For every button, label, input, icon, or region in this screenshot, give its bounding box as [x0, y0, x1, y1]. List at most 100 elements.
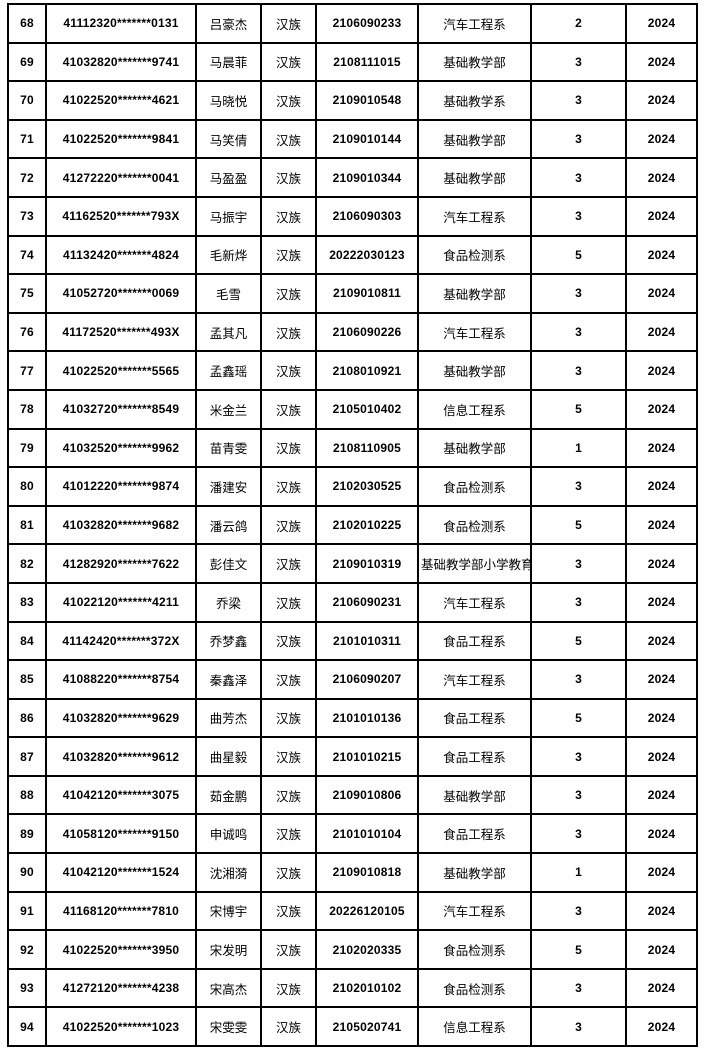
cell-count: 3 — [530, 195, 627, 237]
cell-department: 基础教学部 — [417, 852, 532, 893]
cell-id-number: 41032820*******9612 — [45, 736, 197, 777]
cell-department: 基础教学部 — [417, 774, 532, 816]
cell-department: 食品检测系 — [417, 234, 532, 276]
cell-count: 5 — [530, 504, 627, 546]
table-row: 82 41282920*******7622 彭佳文 汉族 2109010319… — [7, 543, 698, 584]
cell-id-number: 41022120*******4211 — [45, 581, 197, 623]
table-row: 87 41032820*******9612 曲星毅 汉族 2101010215… — [7, 736, 698, 777]
cell-row-number: 78 — [7, 388, 47, 430]
cell-student-id: 2101010104 — [315, 813, 419, 855]
cell-id-number: 41088220*******8754 — [45, 659, 197, 700]
cell-id-number: 41172520*******493X — [45, 311, 197, 353]
cell-row-number: 73 — [7, 195, 47, 237]
cell-row-number: 80 — [7, 466, 47, 507]
cell-year: 2024 — [625, 504, 698, 546]
cell-department: 食品工程系 — [417, 813, 532, 855]
cell-count: 3 — [530, 659, 627, 700]
cell-year: 2024 — [625, 890, 698, 932]
cell-student-name: 毛新烨 — [195, 234, 262, 276]
table-row: 72 41272220*******0041 马盈盈 汉族 2109010344… — [7, 157, 698, 198]
cell-year: 2024 — [625, 427, 698, 469]
cell-count: 3 — [530, 273, 627, 314]
cell-year: 2024 — [625, 659, 698, 700]
cell-count: 5 — [530, 929, 627, 970]
table-row: 76 41172520*******493X 孟其凡 汉族 2106090226… — [7, 311, 698, 353]
cell-id-number: 41058120*******9150 — [45, 813, 197, 855]
cell-ethnicity: 汉族 — [260, 504, 317, 546]
cell-ethnicity: 汉族 — [260, 697, 317, 739]
cell-row-number: 82 — [7, 543, 47, 584]
cell-year: 2024 — [625, 3, 698, 44]
cell-year: 2024 — [625, 41, 698, 83]
cell-id-number: 41022520*******4621 — [45, 80, 197, 121]
cell-student-name: 马振宇 — [195, 195, 262, 237]
cell-department: 食品检测系 — [417, 466, 532, 507]
cell-student-name: 吕豪杰 — [195, 3, 262, 44]
cell-row-number: 74 — [7, 234, 47, 276]
table-row: 74 41132420*******4824 毛新烨 汉族 2022203012… — [7, 234, 698, 276]
cell-student-id: 2106090207 — [315, 659, 419, 700]
cell-student-name: 乔梁 — [195, 581, 262, 623]
cell-count: 3 — [530, 1006, 627, 1048]
cell-student-id: 2106090303 — [315, 195, 419, 237]
cell-student-id: 2106090233 — [315, 3, 419, 44]
table-row: 90 41042120*******1524 沈湘漪 汉族 2109010818… — [7, 852, 698, 893]
cell-year: 2024 — [625, 1006, 698, 1048]
table-row: 69 41032820*******9741 马晨菲 汉族 2108111015… — [7, 41, 698, 83]
cell-id-number: 41142420*******372X — [45, 620, 197, 662]
cell-count: 3 — [530, 118, 627, 160]
cell-count: 5 — [530, 388, 627, 430]
cell-student-name: 苗青雯 — [195, 427, 262, 469]
cell-student-name: 宋高杰 — [195, 967, 262, 1009]
cell-student-name: 茹金鹏 — [195, 774, 262, 816]
cell-year: 2024 — [625, 273, 698, 314]
cell-row-number: 72 — [7, 157, 47, 198]
cell-id-number: 41032820*******9682 — [45, 504, 197, 546]
cell-year: 2024 — [625, 388, 698, 430]
cell-row-number: 87 — [7, 736, 47, 777]
table-row: 77 41022520*******5565 孟鑫瑶 汉族 2108010921… — [7, 350, 698, 391]
table-row: 89 41058120*******9150 申诚鸣 汉族 2101010104… — [7, 813, 698, 855]
cell-row-number: 77 — [7, 350, 47, 391]
cell-student-name: 宋雯雯 — [195, 1006, 262, 1048]
cell-year: 2024 — [625, 581, 698, 623]
cell-ethnicity: 汉族 — [260, 195, 317, 237]
cell-ethnicity: 汉族 — [260, 890, 317, 932]
cell-student-id: 2109010344 — [315, 157, 419, 198]
cell-count: 3 — [530, 813, 627, 855]
cell-count: 3 — [530, 80, 627, 121]
cell-student-id: 2102030525 — [315, 466, 419, 507]
cell-department: 信息工程系 — [417, 388, 532, 430]
cell-count: 3 — [530, 311, 627, 353]
cell-id-number: 41168120*******7810 — [45, 890, 197, 932]
cell-student-id: 2109010806 — [315, 774, 419, 816]
cell-student-name: 马盈盈 — [195, 157, 262, 198]
cell-year: 2024 — [625, 967, 698, 1009]
cell-student-name: 毛雪 — [195, 273, 262, 314]
cell-department: 食品检测系 — [417, 504, 532, 546]
cell-student-id: 2101010136 — [315, 697, 419, 739]
cell-row-number: 84 — [7, 620, 47, 662]
cell-department: 基础教学部小学教育 — [417, 543, 532, 584]
cell-row-number: 71 — [7, 118, 47, 160]
cell-student-id: 20222030123 — [315, 234, 419, 276]
cell-year: 2024 — [625, 350, 698, 391]
cell-student-name: 孟鑫瑶 — [195, 350, 262, 391]
cell-student-name: 宋发明 — [195, 929, 262, 970]
cell-student-name: 马晓悦 — [195, 80, 262, 121]
cell-row-number: 81 — [7, 504, 47, 546]
cell-department: 基础教学部 — [417, 427, 532, 469]
cell-row-number: 93 — [7, 967, 47, 1009]
cell-ethnicity: 汉族 — [260, 273, 317, 314]
cell-row-number: 76 — [7, 311, 47, 353]
table-row: 79 41032520*******9962 苗青雯 汉族 2108110905… — [7, 427, 698, 469]
cell-department: 基础教学系 — [417, 80, 532, 121]
cell-department: 汽车工程系 — [417, 890, 532, 932]
cell-id-number: 41032820*******9629 — [45, 697, 197, 739]
cell-ethnicity: 汉族 — [260, 659, 317, 700]
cell-row-number: 79 — [7, 427, 47, 469]
cell-row-number: 89 — [7, 813, 47, 855]
cell-student-id: 2102020335 — [315, 929, 419, 970]
cell-department: 食品工程系 — [417, 736, 532, 777]
cell-year: 2024 — [625, 929, 698, 970]
